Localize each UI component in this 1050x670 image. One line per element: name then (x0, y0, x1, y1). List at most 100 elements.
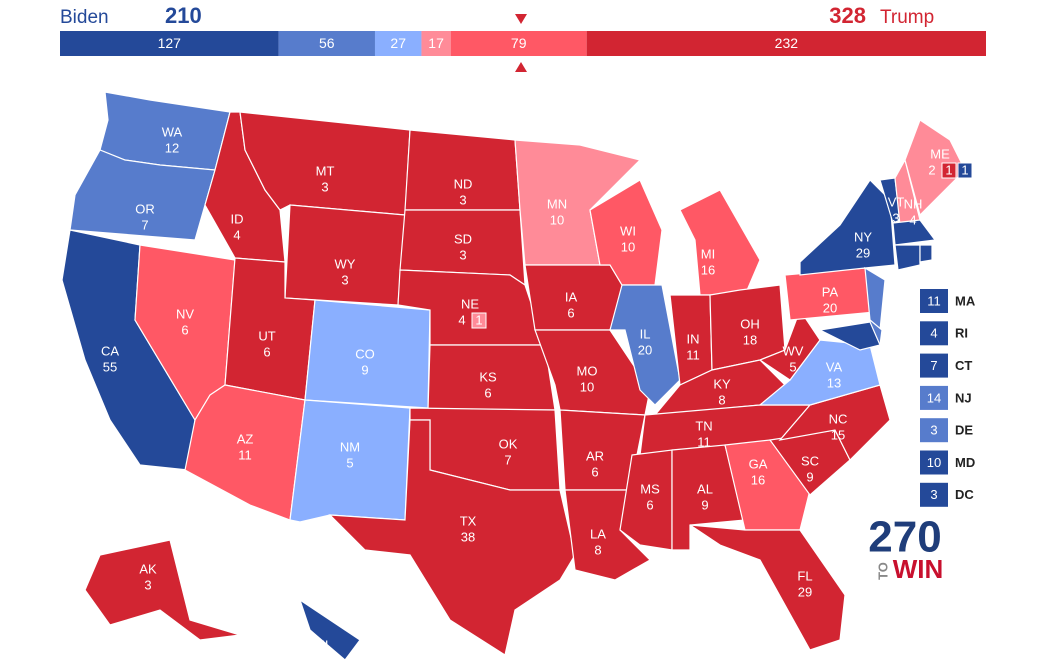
state-votes: 2 (928, 162, 935, 177)
state (284, 204, 406, 306)
sidebar-votes: 10 (927, 455, 941, 470)
state-abbr: SD (454, 231, 472, 246)
state-votes: 6 (484, 385, 491, 400)
bar-segment (60, 31, 279, 56)
state (758, 308, 821, 381)
logo-number: 270 (868, 513, 941, 562)
state-votes: 13 (827, 375, 841, 390)
state-votes: 8 (718, 392, 725, 407)
sidebar-box (920, 482, 948, 507)
state-abbr: VT (888, 194, 905, 209)
state-votes: 3 (892, 210, 899, 225)
bar-segment-label: 17 (428, 35, 444, 51)
state-abbr: TN (695, 418, 712, 433)
state-abbr: OR (135, 201, 155, 216)
state (724, 439, 811, 531)
sidebar-abbr: RI (955, 326, 968, 341)
state-votes: 16 (751, 472, 765, 487)
state-votes: 3 (321, 179, 328, 194)
state-votes: 10 (550, 212, 564, 227)
state-abbr: AK (139, 561, 157, 576)
bar-segment (450, 31, 587, 56)
state-abbr: NY (854, 229, 872, 244)
state-abbr: ME (930, 146, 950, 161)
state-abbr: KS (479, 369, 497, 384)
state-votes: 4 (318, 653, 325, 668)
state (919, 244, 933, 263)
sidebar-box (920, 289, 948, 313)
state-abbr: CA (101, 343, 119, 358)
left-total: 210 (165, 3, 202, 28)
sidebar-box (920, 385, 948, 410)
state-votes: 29 (798, 584, 812, 599)
left-name: Biden (60, 7, 109, 28)
right-name: Trump (880, 7, 934, 28)
state-votes: 11 (697, 434, 711, 449)
state-abbr: NE (461, 296, 479, 311)
district-votes: 1 (475, 312, 482, 327)
midpoint-marker (515, 14, 527, 24)
sidebar-box (920, 418, 948, 443)
bar-segment-label: 56 (319, 35, 335, 51)
state-votes: 15 (831, 427, 845, 442)
state (619, 449, 673, 551)
state-abbr: IA (565, 289, 578, 304)
state-abbr: OK (499, 436, 518, 451)
state-votes: 9 (806, 469, 813, 484)
state-votes: 6 (263, 344, 270, 359)
state-abbr: OH (740, 316, 760, 331)
bar-segment (278, 31, 375, 56)
bar-segment-label: 27 (390, 35, 406, 51)
state-abbr: AL (697, 481, 713, 496)
state-votes: 20 (638, 342, 652, 357)
district-box (957, 162, 973, 179)
state (818, 321, 881, 351)
state-votes: 11 (686, 347, 700, 362)
midpoint-marker (515, 62, 527, 72)
sidebar-abbr: MD (955, 455, 975, 470)
state (892, 219, 937, 246)
sidebar-abbr: NJ (955, 390, 972, 405)
state-votes: 6 (591, 464, 598, 479)
sidebar-votes: 7 (930, 358, 937, 373)
state-votes: 38 (461, 529, 475, 544)
state-votes: 20 (823, 300, 837, 315)
state-votes: 29 (856, 245, 870, 260)
state-votes: 5 (789, 359, 796, 374)
state (799, 179, 896, 276)
sidebar-abbr: DC (955, 487, 974, 502)
state-votes: 4 (233, 227, 240, 242)
state-abbr: AR (586, 448, 604, 463)
sidebar-box (920, 321, 948, 346)
state-abbr: MO (577, 363, 598, 378)
state-votes: 12 (165, 140, 179, 155)
state-abbr: ND (454, 176, 473, 191)
bar-segment (374, 31, 422, 56)
state-votes: 6 (567, 305, 574, 320)
sidebar-box (920, 450, 948, 475)
state-abbr: MN (547, 196, 567, 211)
state-votes: 9 (701, 497, 708, 512)
state-abbr: NV (176, 306, 194, 321)
state-abbr: TX (460, 513, 477, 528)
right-total: 328 (829, 3, 866, 28)
state-abbr: MS (640, 481, 660, 496)
state-votes: 16 (701, 262, 715, 277)
logo-to: TO (875, 562, 890, 580)
state (904, 119, 966, 217)
state-abbr: PA (822, 284, 839, 299)
state-abbr: MI (701, 246, 715, 261)
bar-segment-label: 79 (511, 35, 527, 51)
state-abbr: WV (783, 343, 804, 358)
state-votes: 55 (103, 359, 117, 374)
sidebar-votes: 4 (930, 326, 937, 341)
sidebar-abbr: MA (955, 293, 976, 308)
bar-segment (421, 31, 451, 56)
sidebar-box (920, 353, 948, 378)
state-votes: 3 (341, 272, 348, 287)
state-abbr: VA (826, 359, 843, 374)
state (894, 244, 921, 271)
state-votes: 10 (621, 239, 635, 254)
state-votes: 6 (646, 497, 653, 512)
